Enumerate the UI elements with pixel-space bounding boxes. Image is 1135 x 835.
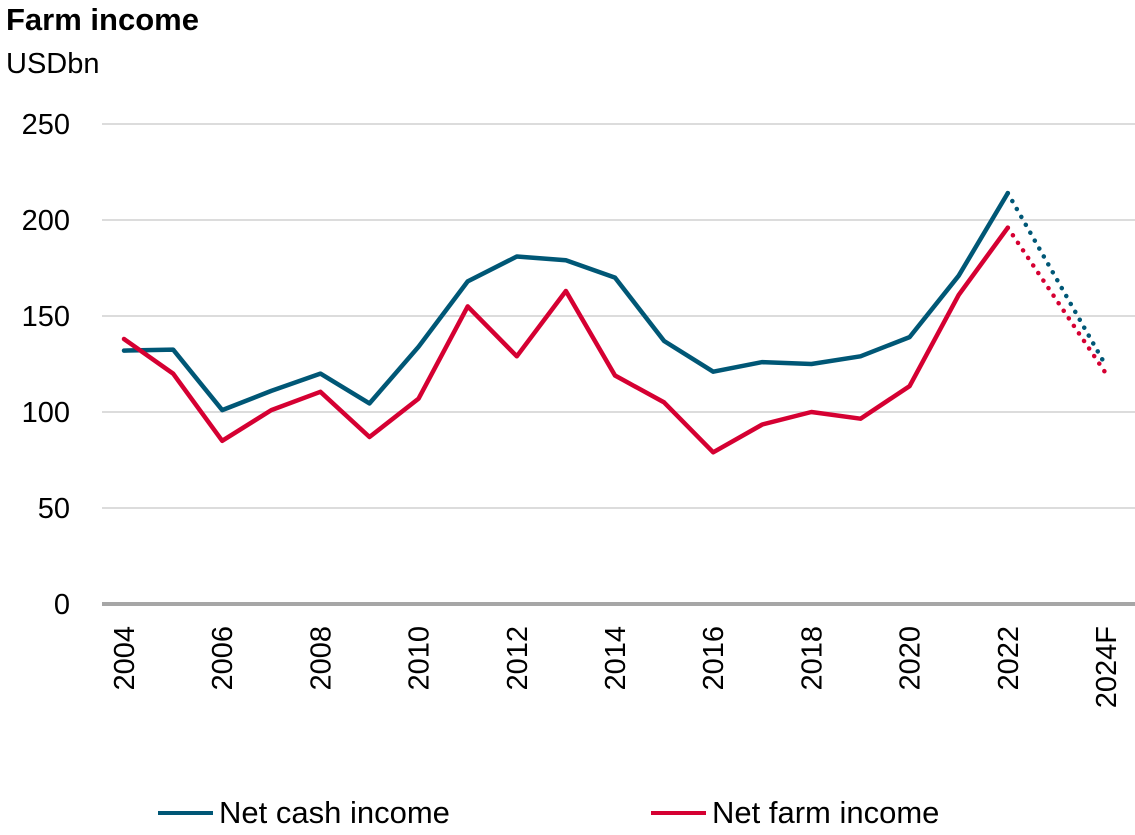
x-tick-labels: 2004 2006 2008 2010 2012 2014 2016 2018 2020 2022…	[109, 626, 1123, 708]
legend-swatch-net-cash	[158, 811, 213, 815]
gridlines	[102, 123, 1135, 606]
y-tick-label: 50	[38, 493, 70, 525]
chart-title: Farm income	[6, 2, 199, 37]
x-tick-label: 2016	[698, 626, 730, 691]
series-forecast-net-farm-income	[1005, 225, 1109, 376]
legend: Net cash income Net farm income	[0, 795, 1135, 835]
series-forecast-net-cash-income	[1005, 190, 1109, 369]
y-tick-label: 250	[22, 109, 70, 141]
series-line-net-cash-income	[121, 190, 1011, 413]
chart-unit: USDbn	[6, 48, 100, 80]
legend-item-net-cash: Net cash income	[158, 795, 450, 831]
legend-swatch-net-farm	[651, 811, 706, 815]
x-tick-label: 2008	[305, 626, 337, 691]
y-tick-label: 100	[22, 397, 70, 429]
legend-label-net-farm: Net farm income	[712, 795, 940, 830]
x-tick-label: 2010	[404, 626, 436, 691]
y-tick-labels: 0 50 100 150 200 250	[22, 109, 70, 621]
x-tick-label: 2022	[993, 626, 1025, 691]
y-tick-label: 0	[54, 589, 70, 621]
y-tick-label: 150	[22, 301, 70, 333]
x-tick-label: 2018	[796, 626, 828, 691]
x-tick-label: 2014	[600, 626, 632, 691]
chart: 0 50 100 150 200 250 2004 2006 2008 2010 2012 2014…	[22, 109, 1135, 708]
series-line-net-farm-income	[121, 225, 1011, 455]
x-tick-label: 2024F	[1091, 626, 1123, 708]
x-tick-label: 2006	[207, 626, 239, 691]
y-tick-label: 200	[22, 205, 70, 237]
x-tick-label: 2020	[895, 626, 927, 691]
series-lines	[121, 190, 1109, 455]
legend-item-net-farm: Net farm income	[651, 795, 939, 831]
legend-label-net-cash: Net cash income	[219, 795, 450, 830]
x-tick-label: 2012	[502, 626, 534, 691]
x-tick-label: 2004	[109, 626, 141, 691]
